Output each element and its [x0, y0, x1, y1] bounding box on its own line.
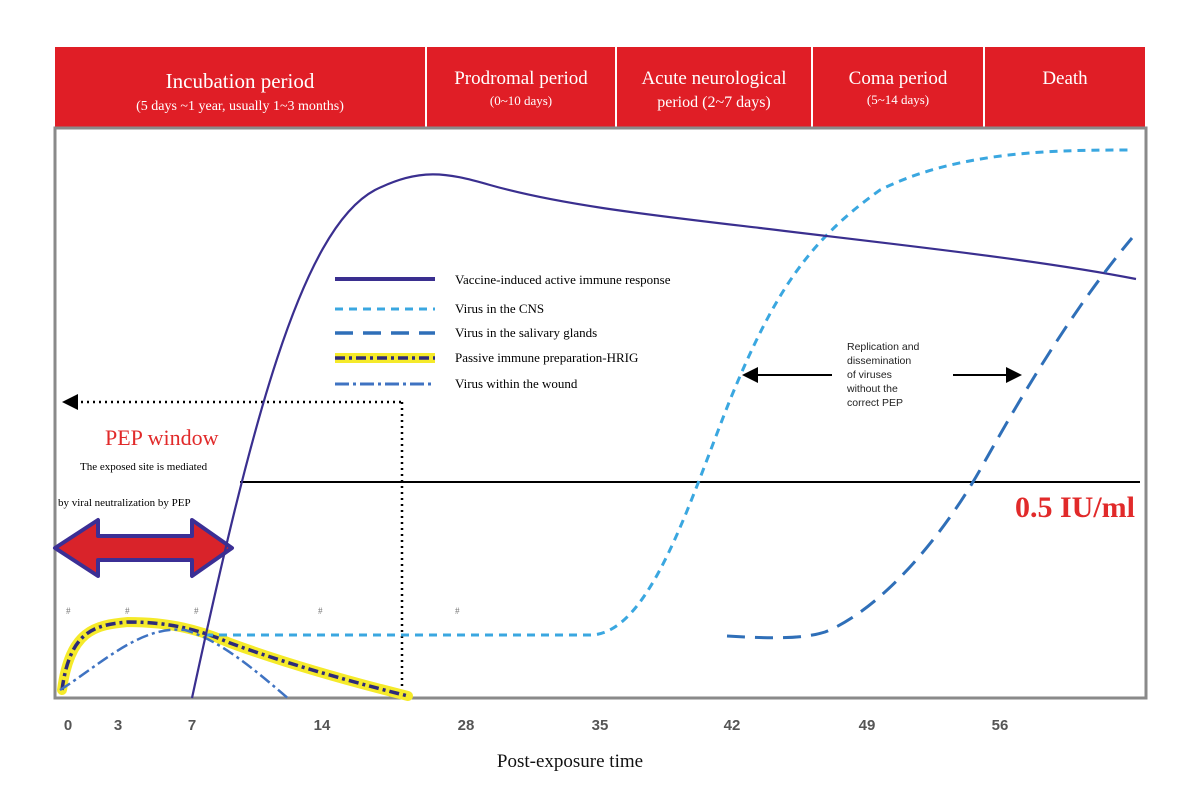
period-title-coma: Coma period — [849, 68, 948, 89]
x-tick-7: 7 — [188, 717, 196, 734]
period-banner-coma — [813, 47, 983, 127]
x-axis-ticks: 0 3 7 14 28 35 42 49 56 — [64, 717, 1009, 734]
pep-double-arrow — [53, 518, 234, 578]
exposed-site-line1: The exposed site is mediated — [80, 461, 208, 473]
period-banners: Incubation period (5 days ~1 year, usual… — [55, 47, 1145, 127]
period-banner-death — [985, 47, 1145, 127]
curves — [57, 148, 1137, 701]
curve-vaccine-response — [190, 173, 1137, 699]
period-title-death: Death — [1042, 68, 1088, 89]
replication-annotation: Replication and dissemination of viruses… — [742, 341, 1022, 409]
left-arrowhead — [742, 367, 758, 383]
markers: # # # # # — [66, 606, 460, 616]
x-tick-3: 3 — [114, 717, 122, 734]
replication-line-3: of viruses — [847, 369, 892, 381]
legend-label-vaccine: Vaccine-induced active immune response — [455, 272, 671, 287]
marker: # — [318, 606, 323, 616]
period-subtitle-coma: (5~14 days) — [867, 92, 929, 107]
period-banner-acute — [617, 47, 811, 127]
exposed-site-line2: by viral neutralization by PEP — [58, 497, 191, 509]
period-banner-incubation — [55, 47, 425, 127]
x-tick-28: 28 — [458, 717, 475, 734]
pep-window-box — [62, 394, 404, 695]
pep-window-arrowhead — [62, 394, 78, 410]
curve-hrig-highlight — [57, 616, 413, 701]
x-tick-42: 42 — [724, 717, 741, 734]
period-title-prodromal: Prodromal period — [454, 68, 588, 89]
right-arrowhead — [1006, 367, 1022, 383]
replication-line-1: Replication and — [847, 341, 920, 353]
replication-line-5: correct PEP — [847, 397, 903, 409]
plot-frame — [53, 126, 1148, 700]
curve-virus-cns — [205, 148, 1133, 637]
x-tick-35: 35 — [592, 717, 609, 734]
period-title-acute: Acute neurological — [641, 68, 786, 89]
curve-virus-wound — [59, 628, 291, 701]
period-subtitle-acute: period (2~7 days) — [657, 94, 771, 111]
marker: # — [194, 606, 199, 616]
legend-label-wound: Virus within the wound — [455, 376, 578, 391]
period-subtitle-prodromal: (0~10 days) — [490, 93, 552, 108]
replication-line-4: without the — [846, 383, 898, 395]
legend-label-cns: Virus in the CNS — [455, 301, 544, 316]
marker: # — [125, 606, 130, 616]
x-axis-label: Post-exposure time — [497, 751, 643, 772]
legend: Vaccine-induced active immune response V… — [335, 272, 671, 391]
curve-virus-salivary — [726, 237, 1134, 640]
replication-line-2: dissemination — [847, 355, 911, 367]
legend-label-hrig: Passive immune preparation-HRIG — [455, 350, 638, 365]
marker: # — [455, 606, 460, 616]
x-tick-56: 56 — [992, 717, 1009, 734]
marker: # — [66, 606, 71, 616]
pep-window-label: PEP window — [105, 425, 219, 450]
period-subtitle-incubation: (5 days ~1 year, usually 1~3 months) — [136, 99, 344, 114]
x-tick-0: 0 — [64, 717, 72, 734]
x-tick-14: 14 — [314, 717, 331, 734]
period-banner-prodromal — [427, 47, 615, 127]
threshold-label: 0.5 IU/ml — [1015, 491, 1135, 524]
legend-label-salivary: Virus in the salivary glands — [455, 325, 597, 340]
period-title-incubation: Incubation period — [166, 69, 315, 93]
curve-hrig — [60, 620, 409, 698]
x-tick-49: 49 — [859, 717, 876, 734]
